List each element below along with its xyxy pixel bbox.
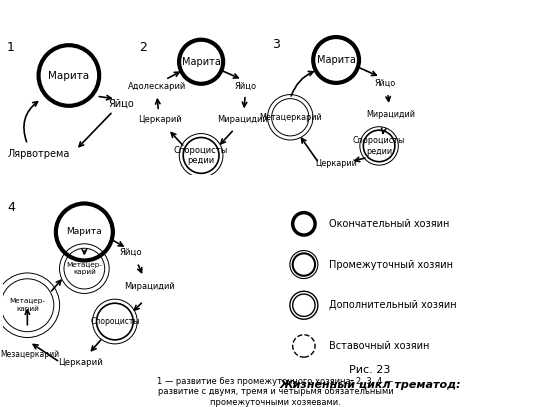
Text: Метацеркарий: Метацеркарий <box>259 113 322 122</box>
Text: Дополнительный хозяин: Дополнительный хозяин <box>329 300 456 310</box>
Text: Метацер-
карий: Метацер- карий <box>9 298 45 312</box>
Text: Марита: Марита <box>317 55 355 65</box>
Text: Лярвотрема: Лярвотрема <box>7 149 70 159</box>
Text: Яйцо: Яйцо <box>374 79 396 88</box>
Text: Церкарий: Церкарий <box>138 115 182 124</box>
Text: Рис. 23: Рис. 23 <box>349 365 391 375</box>
Text: Адолескарий: Адолескарий <box>128 82 186 91</box>
Text: Вставочный хозяин: Вставочный хозяин <box>329 341 429 351</box>
Text: Жизненный цикл трематод:: Жизненный цикл трематод: <box>279 380 461 389</box>
Text: Спороцисты
редии: Спороцисты редии <box>353 136 406 155</box>
Text: Мезацеркарий: Мезацеркарий <box>0 350 59 359</box>
Text: 4: 4 <box>7 201 15 214</box>
Text: Яйцо: Яйцо <box>109 98 134 108</box>
Text: 1 — развитие без промежуточного хозяина, 2, 3, 4 —
развитие с двумя, тремя и чет: 1 — развитие без промежуточного хозяина,… <box>158 377 393 407</box>
Text: Церкарий: Церкарий <box>315 159 357 168</box>
Text: Спороцисты
редии: Спороцисты редии <box>174 146 228 165</box>
Text: Марита: Марита <box>67 228 102 236</box>
Text: 3: 3 <box>272 39 279 52</box>
Text: Спороцисты: Спороцисты <box>90 317 139 326</box>
Text: 2: 2 <box>139 41 147 54</box>
Text: Мирацидий: Мирацидий <box>124 282 175 291</box>
Text: Яйцо: Яйцо <box>120 248 143 257</box>
Text: Промежуточный хозяин: Промежуточный хозяин <box>329 260 453 269</box>
Text: Мирацидий: Мирацидий <box>217 115 268 124</box>
Text: Марита: Марита <box>182 57 220 67</box>
Text: Метацер-
карий: Метацер- карий <box>66 262 102 276</box>
Text: Марита: Марита <box>48 70 89 81</box>
Text: Церкарий: Церкарий <box>58 358 102 367</box>
Text: Окончательный хозяин: Окончательный хозяин <box>329 219 449 229</box>
Text: Мирацидий: Мирацидий <box>366 110 415 119</box>
Text: Яйцо: Яйцо <box>234 82 256 91</box>
Text: 1: 1 <box>7 41 15 54</box>
